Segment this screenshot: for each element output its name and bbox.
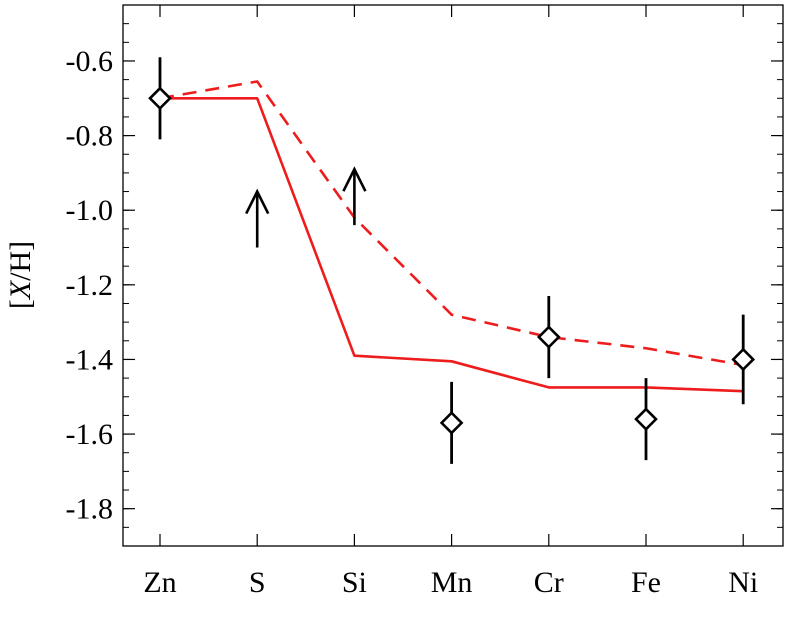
x-tick-label: Fe [631, 566, 661, 599]
x-ticks [159, 5, 744, 546]
y-tick-label: -0.6 [66, 45, 114, 78]
y-axis-title: [X/H] [4, 241, 37, 309]
y-tick-label: -1.4 [66, 343, 114, 376]
lower-limit-arrow-head [245, 188, 270, 215]
y-tick-label: -1.2 [66, 269, 114, 302]
series-line-dashed [159, 80, 744, 367]
series-line-solid [160, 96, 744, 393]
y-axis-title-open: [ [4, 299, 37, 309]
y-tick-label: -0.8 [66, 120, 114, 153]
y-major-ticks [123, 60, 783, 510]
data-point-diamond [439, 411, 464, 435]
lower-limit-arrows [245, 166, 367, 248]
x-tick-label: Zn [143, 566, 176, 599]
measurement-points [148, 57, 756, 464]
y-axis-title-rest: /H] [4, 241, 37, 281]
plot-frame [122, 4, 784, 547]
x-tick-label: Ni [728, 566, 758, 599]
x-tick-label: Cr [534, 566, 564, 599]
y-axis-title-x: X [4, 279, 37, 300]
y-tick-label: -1.8 [66, 493, 114, 526]
data-point-diamond [634, 407, 658, 431]
y-tick-label: -1.6 [66, 418, 114, 451]
data-point-diamond [148, 86, 172, 111]
x-tick-label: Si [342, 566, 367, 599]
data-point-diamond [536, 325, 561, 349]
y-tick-label: -1.0 [66, 194, 114, 227]
lower-limit-arrow-head [342, 166, 367, 192]
x-tick-label: Mn [431, 566, 473, 599]
tick-labels: -1.8 -1.6 -1.4 -1.2 -1.0 -0.8 -0.6 Zn S Si Mn Cr Fe N… [66, 45, 759, 599]
data-point-diamond [731, 347, 756, 372]
model-series [159, 80, 744, 393]
x-tick-label: S [249, 566, 266, 599]
